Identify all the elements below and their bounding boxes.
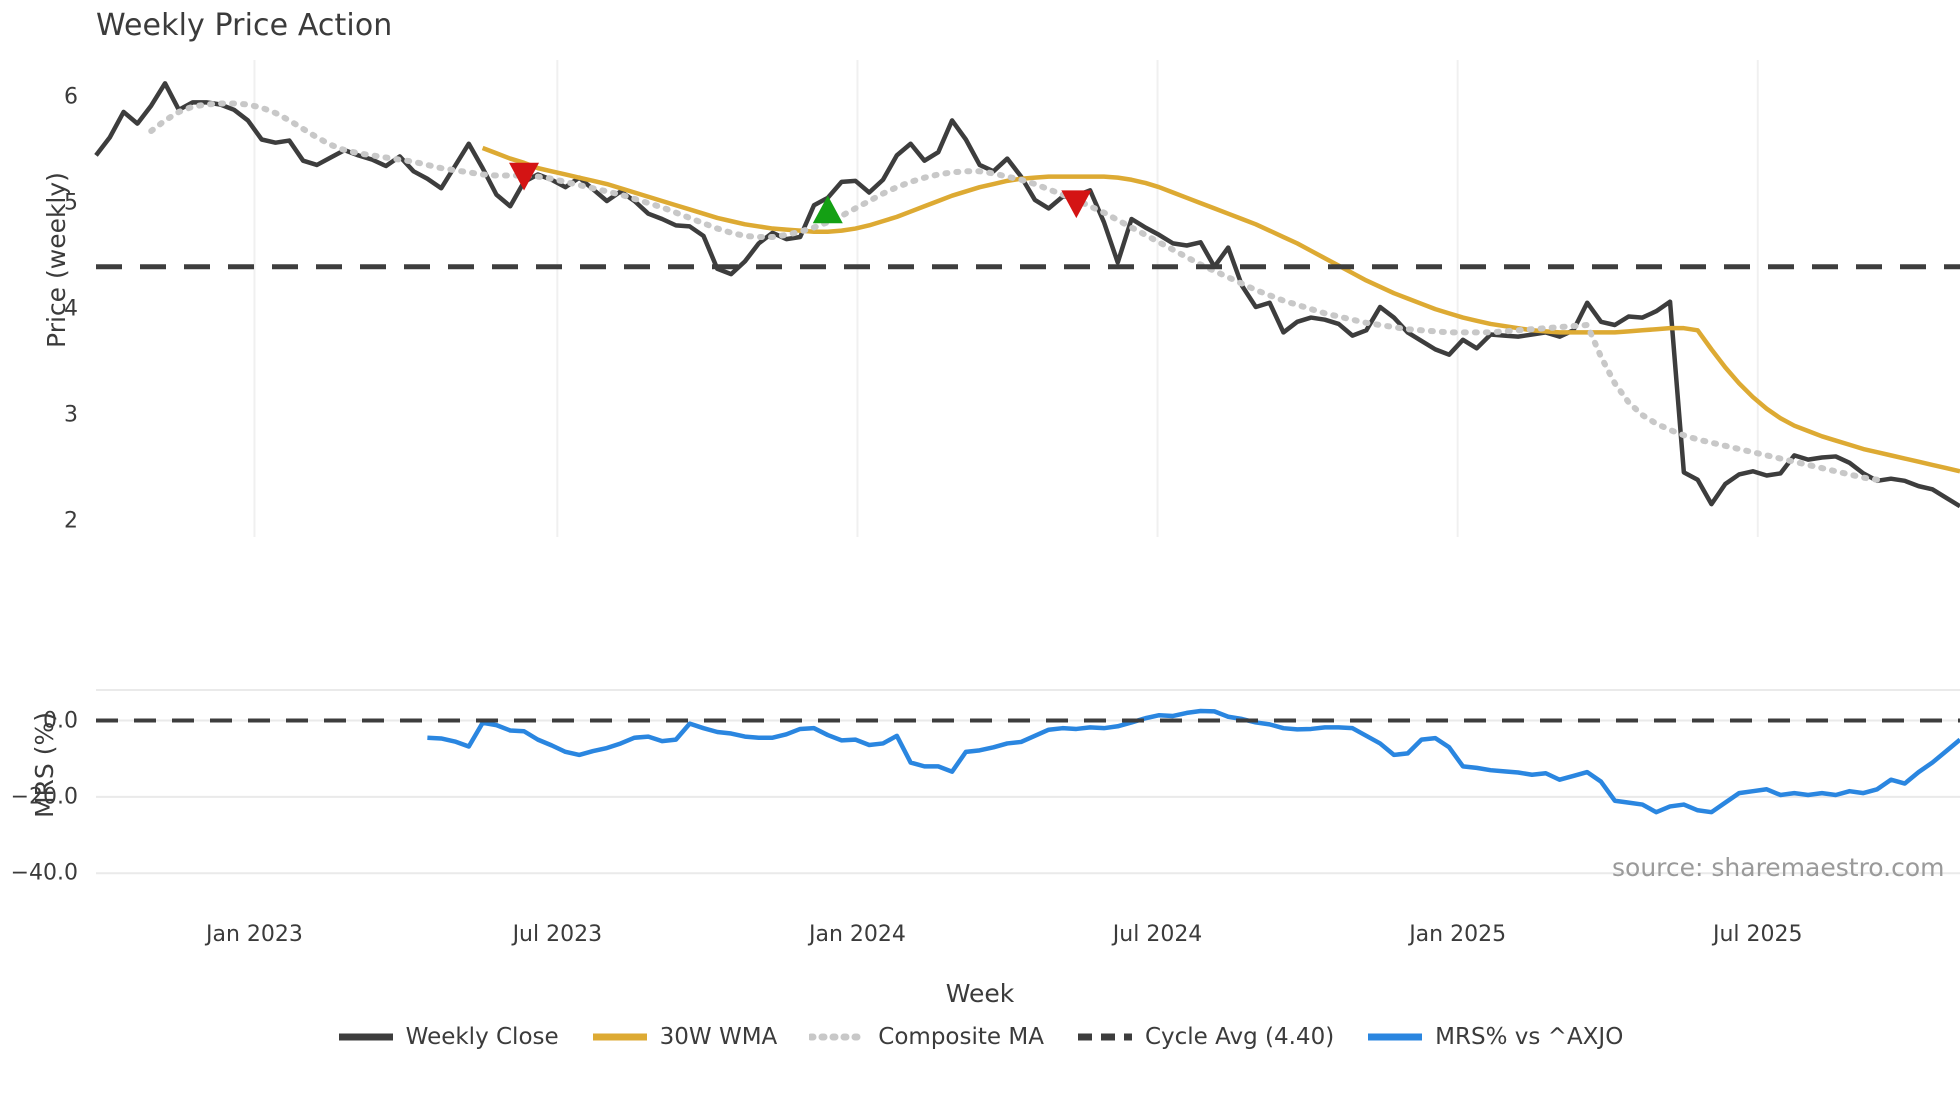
legend-swatch-icon [1076, 1026, 1134, 1048]
legend-label: 30W WMA [659, 1024, 778, 1050]
legend-swatch-icon [1366, 1026, 1424, 1048]
x-axis-tick: Jan 2023 [205, 922, 303, 947]
legend-item[interactable]: Weekly Close [337, 1024, 559, 1050]
chart-legend: Weekly Close 30W WMA Composite MA Cycle Avg… [0, 1024, 1960, 1050]
source-watermark: source: sharemaestro.com [1612, 853, 1945, 882]
legend-swatch-icon [591, 1026, 649, 1048]
x-axis-tick: Jan 2025 [1409, 922, 1507, 947]
mrs-y-tick: −20.0 [10, 784, 78, 810]
legend-label: MRS% vs ^AXJO [1435, 1024, 1624, 1050]
price-y-tick: 4 [64, 296, 78, 322]
mrs-y-tick: −40.0 [10, 860, 78, 886]
x-axis-tick: Jul 2023 [512, 922, 603, 947]
legend-item[interactable]: Cycle Avg (4.40) [1076, 1024, 1334, 1050]
page-title: Weekly Price Action [96, 8, 393, 43]
signal-markers [509, 162, 1092, 224]
legend-label: Weekly Close [405, 1024, 559, 1050]
mrs-y-tick: 0.0 [43, 708, 78, 734]
legend-item[interactable]: Composite MA [807, 1024, 1044, 1050]
x-axis-label: Week [945, 979, 1015, 1008]
price-panel-series [94, 81, 1960, 509]
mrs-panel-series [96, 708, 1960, 815]
x-axis-tick: Jan 2024 [808, 922, 906, 947]
x-axis-tick: Jul 2025 [1712, 922, 1803, 947]
x-axis-tick: Jul 2024 [1112, 922, 1203, 947]
legend-label: Cycle Avg (4.40) [1144, 1024, 1335, 1050]
price-y-tick: 6 [64, 84, 78, 110]
legend-swatch-icon [807, 1026, 869, 1048]
legend-swatch-icon [337, 1026, 395, 1048]
price-y-tick: 2 [64, 508, 78, 534]
price-y-tick: 5 [64, 190, 78, 216]
price-y-tick: 3 [64, 402, 78, 428]
legend-label: Composite MA [878, 1024, 1044, 1050]
legend-item[interactable]: MRS% vs ^AXJO [1366, 1024, 1623, 1050]
gridlines [96, 60, 1960, 875]
legend-item[interactable]: 30W WMA [591, 1024, 778, 1050]
